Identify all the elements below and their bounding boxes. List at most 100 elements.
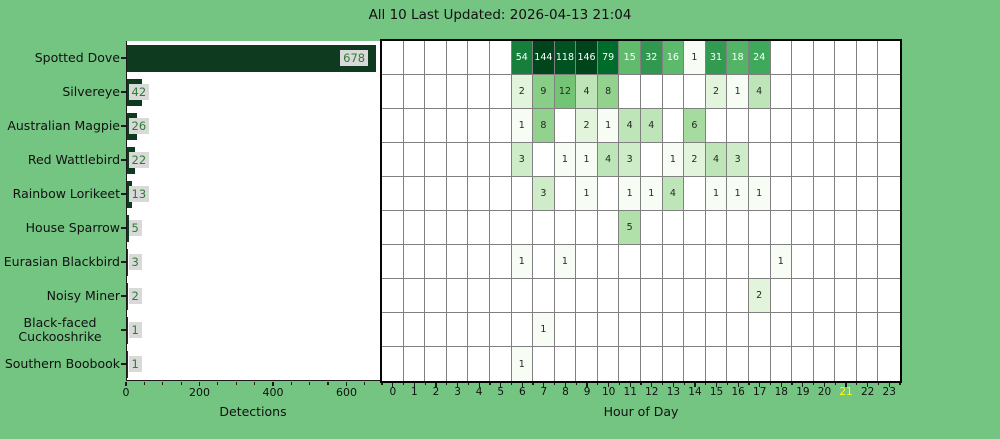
x-axis-minor-tick bbox=[309, 382, 311, 385]
heatmap-cell bbox=[813, 41, 836, 75]
heatmap-cell bbox=[771, 347, 793, 381]
heatmap-cell bbox=[403, 75, 426, 109]
hour-tick-label: 19 bbox=[796, 386, 810, 398]
heatmap-cell: 144 bbox=[533, 41, 555, 75]
heatmap-cell: 9 bbox=[533, 75, 555, 109]
heatmap-cell bbox=[878, 143, 900, 177]
heatmap-cell bbox=[878, 109, 900, 143]
species-tick bbox=[121, 329, 126, 331]
species-tick bbox=[121, 261, 126, 263]
heatmap-cell bbox=[468, 75, 490, 109]
heatmap-cell bbox=[856, 143, 879, 177]
heatmap-cell bbox=[749, 347, 771, 381]
heatmap-cell bbox=[403, 211, 426, 245]
heatmap-cell bbox=[662, 313, 685, 347]
heatmap-cell bbox=[554, 109, 577, 143]
hour-tick-label: 14 bbox=[688, 386, 702, 398]
heatmap-cell bbox=[727, 347, 749, 381]
heatmap-cell: 1 bbox=[684, 41, 706, 75]
hour-minor-tick bbox=[597, 383, 599, 385]
hour-tick bbox=[521, 383, 523, 387]
heatmap-cell bbox=[878, 177, 900, 211]
detections-axis-label: Detections bbox=[219, 404, 287, 419]
species-label: Spotted Dove bbox=[34, 50, 120, 66]
hour-minor-tick bbox=[726, 383, 728, 385]
heatmap-cell bbox=[835, 279, 857, 313]
hour-tick bbox=[867, 383, 869, 387]
heatmap-cell bbox=[489, 279, 512, 313]
heatmap-cell: 1 bbox=[619, 177, 641, 211]
hour-tick-label: 12 bbox=[645, 386, 659, 398]
bar-value-label: 22 bbox=[128, 152, 150, 168]
heatmap-cell bbox=[878, 347, 900, 381]
species-tick bbox=[121, 159, 126, 161]
x-axis-minor-tick bbox=[327, 382, 329, 385]
hour-tick-label: 20 bbox=[817, 386, 832, 398]
heatmap-cell bbox=[468, 109, 490, 143]
hour-tick bbox=[456, 383, 459, 387]
heatmap-cell bbox=[856, 211, 879, 245]
hour-tick-label: 18 bbox=[774, 386, 788, 398]
heatmap-cell bbox=[425, 279, 447, 313]
heatmap-cell bbox=[748, 313, 771, 347]
heatmap-cell bbox=[619, 313, 641, 347]
heatmap-cell bbox=[576, 245, 598, 279]
hour-minor-tick bbox=[769, 383, 772, 385]
hour-minor-tick bbox=[748, 383, 750, 385]
heatmap-cell bbox=[813, 109, 836, 143]
heatmap-cell bbox=[748, 109, 771, 143]
hour-tick bbox=[543, 383, 545, 387]
heatmap-cell bbox=[425, 109, 447, 143]
heatmap-cell bbox=[662, 211, 685, 245]
x-axis-tick-label: 600 bbox=[335, 386, 357, 399]
heatmap-cell bbox=[446, 211, 469, 245]
heatmap-cell bbox=[684, 211, 706, 245]
hour-tick bbox=[888, 383, 890, 387]
hour-minor-tick bbox=[510, 383, 513, 385]
heatmap-cell: 4 bbox=[641, 109, 663, 143]
hour-tick bbox=[802, 383, 804, 387]
heatmap-cell: 1 bbox=[770, 245, 793, 279]
heatmap-cell bbox=[425, 177, 447, 211]
hour-tick-label: 3 bbox=[454, 386, 461, 398]
heatmap-cell bbox=[597, 245, 620, 279]
bar-value-label: 1 bbox=[128, 356, 142, 372]
heatmap-cell bbox=[835, 143, 857, 177]
heatmap-cell bbox=[511, 313, 534, 347]
x-axis-minor-tick bbox=[290, 382, 292, 385]
hour-tick-label: 4 bbox=[475, 386, 483, 398]
heatmap-cell bbox=[489, 313, 512, 347]
heatmap-cell bbox=[705, 245, 728, 279]
heatmap-cell bbox=[770, 211, 793, 245]
heatmap-cell bbox=[792, 313, 814, 347]
hour-tick-label: 23 bbox=[882, 386, 896, 398]
heatmap-cell bbox=[770, 109, 793, 143]
heatmap-cell bbox=[619, 245, 641, 279]
heatmap-cell bbox=[878, 245, 900, 279]
x-axis-tick-label: 200 bbox=[188, 386, 210, 399]
heatmap-cell bbox=[554, 211, 577, 245]
heatmap-cell bbox=[878, 279, 900, 313]
heatmap-cell bbox=[446, 41, 469, 75]
heatmap-cell bbox=[705, 109, 728, 143]
heatmap-cell bbox=[641, 143, 663, 177]
heatmap-cell bbox=[533, 143, 555, 177]
heatmap-cell bbox=[813, 279, 836, 313]
heatmap-cell bbox=[705, 279, 728, 313]
hour-minor-tick bbox=[402, 383, 405, 385]
hour-minor-tick bbox=[424, 383, 426, 385]
heatmap-cell bbox=[835, 313, 857, 347]
heatmap-cell bbox=[468, 177, 490, 211]
hour-tick bbox=[608, 383, 610, 387]
species-tick bbox=[121, 91, 126, 93]
heatmap-cell bbox=[468, 279, 490, 313]
heatmap-cell: 4 bbox=[705, 143, 728, 177]
heatmap-cell bbox=[555, 347, 577, 381]
heatmap-cell: 1 bbox=[533, 313, 555, 347]
species-label: Southern Boobook bbox=[4, 356, 120, 372]
heatmap-cell bbox=[598, 347, 620, 381]
heatmap-cell: 4 bbox=[576, 75, 598, 109]
heatmap-cell: 2 bbox=[511, 75, 534, 109]
heatmap-cell bbox=[447, 347, 469, 381]
heatmap-cell bbox=[792, 177, 814, 211]
